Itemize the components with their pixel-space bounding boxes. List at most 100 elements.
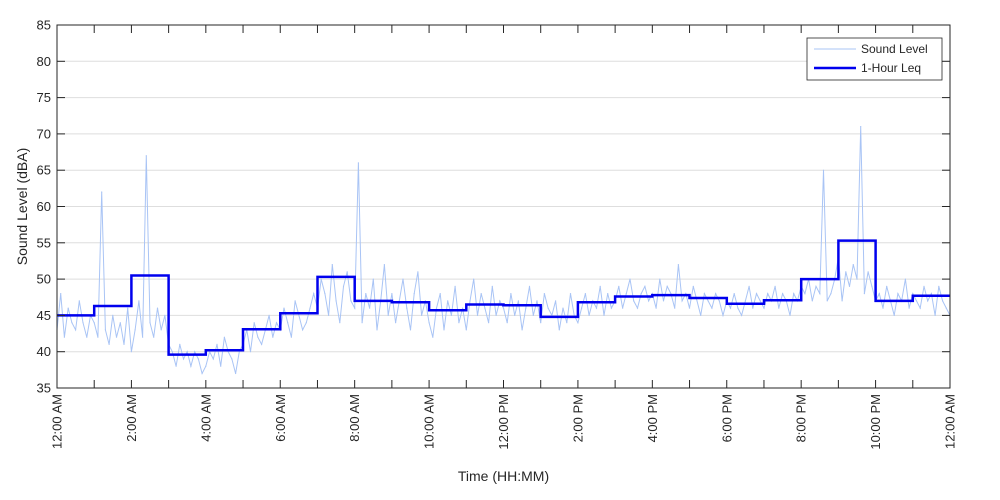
sound-level-point bbox=[696, 300, 698, 302]
sound-level-point bbox=[681, 300, 683, 302]
sound-level-point bbox=[555, 300, 557, 302]
sound-level-point bbox=[815, 285, 817, 287]
sound-level-point bbox=[402, 278, 404, 280]
sound-level-point bbox=[547, 307, 549, 309]
sound-level-point bbox=[543, 293, 546, 295]
sound-level-point bbox=[945, 307, 947, 309]
sound-level-point bbox=[171, 351, 173, 353]
sound-level-point bbox=[350, 300, 352, 302]
sound-level-point bbox=[417, 271, 419, 273]
sound-level-point bbox=[521, 329, 523, 331]
sound-level-point bbox=[275, 322, 278, 324]
sound-level-point bbox=[413, 293, 415, 295]
sound-level-point bbox=[223, 336, 225, 338]
sound-level-point bbox=[60, 293, 62, 295]
sound-level-point bbox=[476, 314, 479, 316]
sound-level-point bbox=[517, 300, 520, 302]
sound-level-point bbox=[867, 271, 869, 273]
x-tick-label: 6:00 AM bbox=[273, 394, 288, 442]
sound-level-point bbox=[718, 300, 720, 302]
x-tick-label: 2:00 PM bbox=[570, 394, 585, 442]
sound-level-point bbox=[871, 285, 873, 287]
sound-level-point bbox=[919, 307, 921, 309]
sound-level-point bbox=[320, 278, 322, 280]
sound-level-point bbox=[789, 314, 791, 316]
sound-level-point bbox=[782, 293, 784, 295]
sound-level-point bbox=[852, 264, 854, 266]
sound-level-point bbox=[409, 329, 412, 331]
sound-level-point bbox=[305, 322, 307, 324]
sound-level-point bbox=[607, 293, 609, 295]
sound-level-point bbox=[328, 314, 330, 316]
sound-level-point bbox=[179, 343, 181, 345]
sound-level-point bbox=[915, 300, 918, 302]
sound-level-point bbox=[134, 329, 136, 331]
sound-level-point bbox=[878, 293, 880, 295]
y-tick-label: 75 bbox=[37, 90, 51, 105]
x-tick-label: 4:00 PM bbox=[645, 394, 660, 442]
legend: Sound Level 1-Hour Leq bbox=[806, 37, 943, 81]
sound-level-point bbox=[540, 322, 542, 324]
sound-level-point bbox=[298, 314, 300, 316]
sound-level-point bbox=[674, 307, 676, 309]
sound-level-point bbox=[603, 314, 605, 316]
sound-level-point bbox=[488, 322, 490, 324]
sound-level-point bbox=[536, 300, 538, 302]
sound-level-point bbox=[938, 285, 940, 287]
sound-level-point bbox=[562, 307, 564, 309]
legend-label-1-hour-leq: 1-Hour Leq bbox=[861, 61, 921, 75]
y-tick-label: 50 bbox=[37, 272, 51, 287]
sound-level-point bbox=[923, 285, 925, 287]
sound-level-point bbox=[205, 365, 207, 367]
sound-level-point bbox=[662, 300, 665, 302]
sound-level-point bbox=[644, 285, 646, 287]
sound-level-point bbox=[130, 351, 132, 353]
x-tick-label: 8:00 AM bbox=[347, 394, 362, 442]
sound-level-point bbox=[744, 300, 747, 302]
sound-level-point bbox=[156, 307, 159, 309]
sound-level-point bbox=[752, 307, 754, 309]
sound-level-point bbox=[182, 358, 185, 360]
sound-level-point bbox=[439, 293, 441, 295]
sound-level-point bbox=[164, 314, 166, 316]
sound-level-point bbox=[618, 285, 620, 287]
sound-level-point bbox=[893, 314, 895, 316]
series-layer bbox=[56, 126, 951, 375]
sound-level-point bbox=[502, 307, 505, 309]
sound-level-point bbox=[558, 329, 560, 331]
sound-level-point bbox=[722, 314, 724, 316]
sound-level-point bbox=[108, 343, 110, 345]
sound-level-point bbox=[763, 307, 765, 309]
sound-level-point bbox=[860, 126, 862, 128]
sound-level-point bbox=[629, 278, 631, 280]
sound-level-point bbox=[104, 329, 106, 331]
sound-level-point bbox=[383, 264, 385, 266]
sound-level-point bbox=[942, 300, 944, 302]
sound-level-point bbox=[160, 329, 162, 331]
sound-level-point bbox=[428, 322, 430, 324]
sound-level-point bbox=[115, 336, 118, 338]
sound-level-point bbox=[822, 169, 825, 171]
sound-level-point bbox=[588, 314, 590, 316]
sound-level-point bbox=[514, 314, 516, 316]
sound-level-point bbox=[469, 300, 471, 302]
y-tick-label: 45 bbox=[37, 308, 51, 323]
sound-level-point bbox=[447, 300, 449, 302]
sound-level-point bbox=[845, 271, 847, 273]
sound-level-point bbox=[510, 293, 512, 295]
sound-level-point bbox=[729, 307, 732, 309]
x-tick-label: 8:00 PM bbox=[794, 394, 809, 442]
sound-level-point bbox=[908, 307, 910, 309]
sound-level-point bbox=[294, 300, 296, 302]
sound-level-point bbox=[848, 285, 851, 287]
sound-level-point bbox=[655, 307, 657, 309]
sound-level-point bbox=[711, 307, 713, 309]
sound-level-point bbox=[830, 293, 832, 295]
sound-level-point bbox=[759, 300, 761, 302]
sound-level-point bbox=[778, 307, 780, 309]
sound-level-point bbox=[313, 293, 315, 295]
x-axis-title: Time (HH:MM) bbox=[458, 468, 549, 484]
sound-level-point bbox=[826, 300, 828, 302]
sound-level-point bbox=[71, 322, 73, 324]
